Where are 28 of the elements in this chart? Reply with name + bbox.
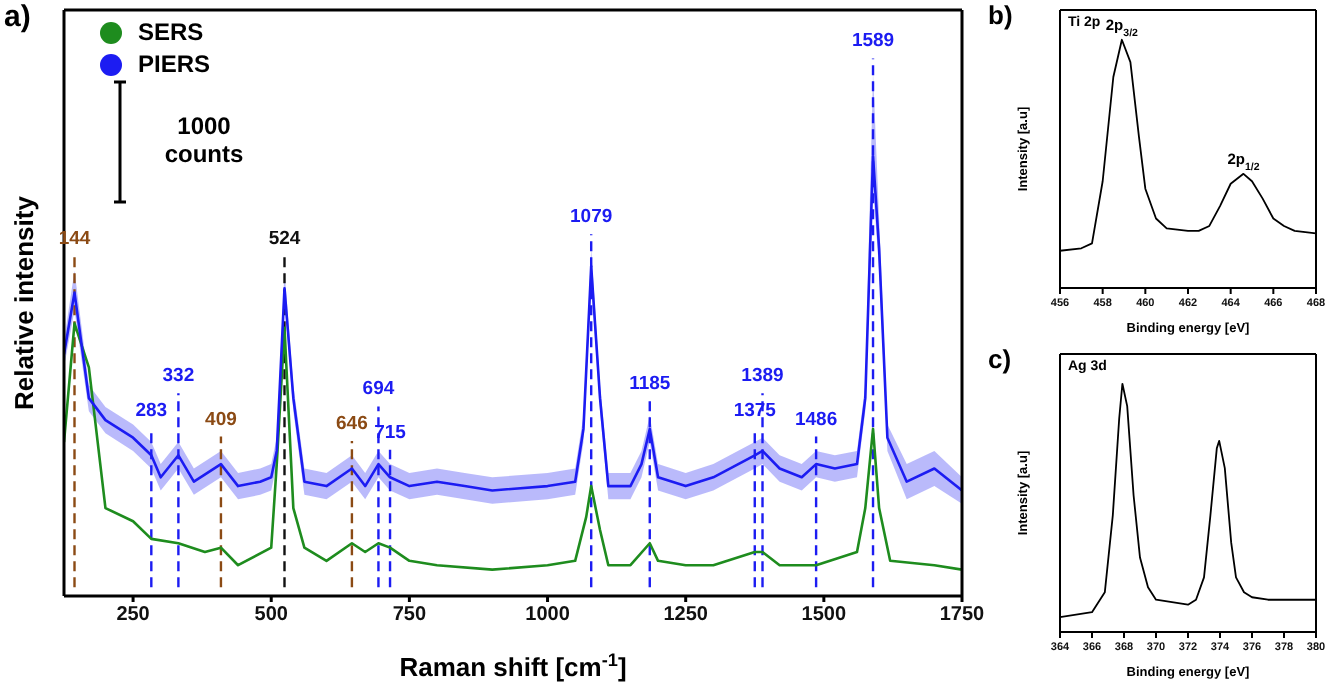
x-tick-label: 1250 <box>663 604 709 627</box>
x-tick-label: 1750 <box>939 604 986 627</box>
x-tick-label: 500 <box>254 604 289 627</box>
x-tick-label: 1000 <box>525 604 571 627</box>
chart-title: b) <box>988 0 1013 30</box>
y-axis-title: Relative intensity <box>9 194 39 410</box>
ref-line-label: 1486 <box>794 408 838 431</box>
x-tick-label: 250 <box>116 604 151 627</box>
ref-line-label: 1375 <box>733 399 778 422</box>
ref-line-label: 524 <box>268 228 302 251</box>
x-tick-label: 1500 <box>801 604 847 627</box>
legend-label: SERS <box>138 16 204 48</box>
ref-line-label: 1589 <box>851 30 895 53</box>
chart-title: a) <box>4 0 31 34</box>
annotation: 1000 counts <box>164 112 244 168</box>
ref-line-label: 1079 <box>570 206 613 229</box>
x-tick-label: 750 <box>392 604 427 627</box>
ref-line-label: 1185 <box>629 373 672 396</box>
legend-label: PIERS <box>138 48 211 80</box>
chart-title: c) <box>988 344 1012 374</box>
x-axis-title: Raman shift [cm$^{-1}$] <box>399 650 627 682</box>
ref-line-label: 646 <box>336 412 368 435</box>
ref-line-label: 409 <box>205 408 237 431</box>
ref-line-label: 715 <box>374 421 408 444</box>
ref-line-label: 1389 <box>741 365 784 388</box>
ref-line-label: 332 <box>162 365 195 388</box>
ref-line-label: 283 <box>135 399 168 422</box>
ref-line-label: 694 <box>362 378 396 401</box>
